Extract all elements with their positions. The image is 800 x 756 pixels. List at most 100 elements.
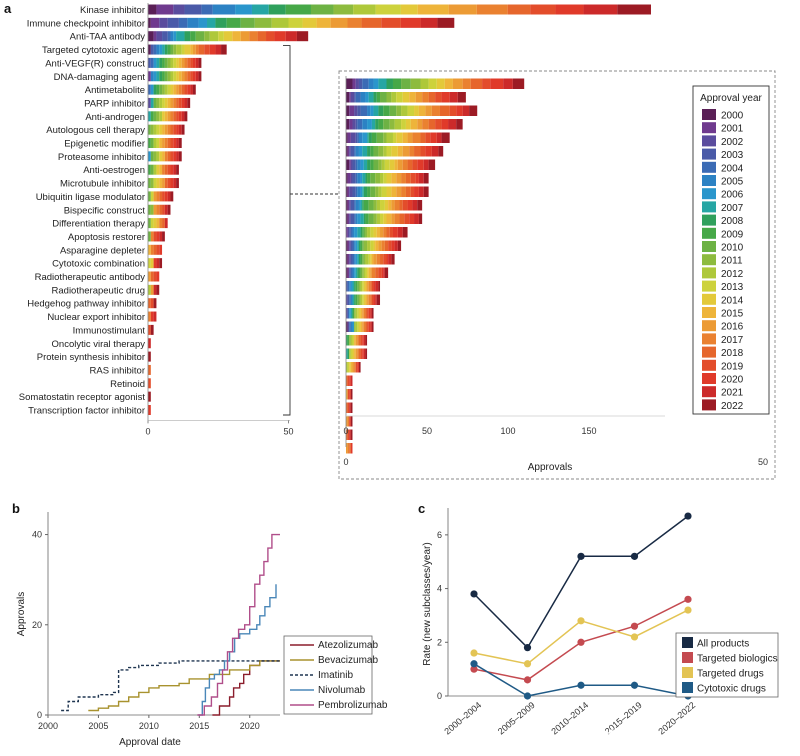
- inset-bar-segment-ubiquitin-ligase-modulator-2018: [386, 227, 390, 238]
- inset-bar-segment-radiotherapeutic-drug-2013: [357, 321, 359, 332]
- bar-segment-parp-inhibitor-2020: [181, 97, 185, 108]
- inset-bar-segment-epigenetic-modifier-2014: [386, 173, 392, 184]
- inset-bar-segment-radiotherapeutic-drug-2005: [350, 321, 353, 332]
- category-label-antimetabolite: Antimetabolite: [85, 85, 145, 96]
- inset-bar-segment-antimetabolite-2000: [346, 119, 350, 130]
- inset-bar-segment-anti-androgen-2003: [350, 146, 355, 157]
- inset-bar-segment-ras-inhibitor-2019: [347, 402, 350, 413]
- inset-bar-segment-microtubule-inhibitor-2021: [414, 213, 419, 224]
- legend-swatch-2009: [702, 227, 716, 239]
- bar-segment-apoptosis-restorer-2020: [156, 231, 160, 242]
- bar-segment-anti-taa-antibody-2022: [296, 31, 309, 42]
- bar-segment-anti-taa-antibody-2015: [232, 31, 241, 42]
- inset-bar-segment-bispecific-construct-2020: [391, 240, 395, 251]
- legend-label-2009: 2009: [721, 229, 744, 240]
- bar-segment-kinase-inhibitor-2007: [251, 4, 269, 15]
- bar-segment-proteasome-inhibitor-2015: [162, 151, 165, 162]
- inset-bar-segment-hedgehog-pathway-inhibitor-2011: [349, 335, 351, 346]
- bar-segment-epigenetic-modifier-2016: [162, 138, 165, 148]
- inset-bar-segment-apoptosis-restorer-2007: [355, 267, 358, 278]
- inset-bar-segment-cytotoxic-combination-2008: [354, 294, 356, 305]
- legend-swatch-2001: [702, 122, 716, 134]
- bar-segment-asparagine-depleter-2017: [150, 244, 154, 255]
- inset-bar-segment-radiotherapeutic-antibody-2009: [352, 308, 355, 319]
- inset-bar-segment-hedgehog-pathway-inhibitor-2009: [347, 335, 350, 346]
- bar-segment-anti-taa-antibody-2012: [209, 31, 219, 42]
- bar-segment-anti-oestrogen-2014: [156, 164, 160, 175]
- bar-segment-nuclear-export-inhibitor-2020: [150, 311, 154, 322]
- bar-segment-proteasome-inhibitor-2018: [167, 151, 171, 162]
- bar-segment-apoptosis-restorer-2017: [150, 231, 154, 242]
- inset-bar-segment-autologous-cell-therapy-2005: [357, 159, 361, 170]
- inset-bar-segment-anti-oestrogen-2005: [355, 200, 359, 211]
- inset-bar-segment-anti-vegf-r-construct-2018: [428, 92, 436, 103]
- bar-segment-bispecific-construct-2017: [156, 204, 160, 215]
- inset-bar-segment-anti-androgen-2014: [391, 146, 398, 157]
- inset-bar-segment-anti-oestrogen-2009: [363, 200, 369, 211]
- bar-segment-differentiation-therapy-2014: [153, 218, 157, 229]
- inset-bar-segment-targeted-cytotoxic-agent-2022: [512, 78, 525, 89]
- bar-segment-targeted-cytotoxic-agent-2004: [153, 44, 157, 55]
- inset-bar-segment-somatostatin-receptor-agonist-2021: [349, 429, 351, 440]
- inset-bar-segment-apoptosis-restorer-2003: [349, 267, 351, 278]
- inset-bar-segment-bispecific-construct-2009: [360, 240, 363, 251]
- inset-bar-segment-proteasome-inhibitor-2016: [396, 186, 402, 197]
- c-point-targeted-biologics-2020-2022: [684, 595, 692, 603]
- inset-bar-segment-cytotoxic-combination-2021: [375, 294, 377, 305]
- bar-segment-anti-vegf-r-construct-2011: [167, 57, 171, 68]
- bar-segment-anti-oestrogen-2019: [167, 164, 171, 175]
- bar-segment-dna-damaging-agent-2006: [153, 71, 157, 82]
- inset-bar-segment-bispecific-construct-2008: [358, 240, 361, 251]
- bar-segment-cytotoxic-combination-2021: [156, 258, 160, 269]
- bar-segment-cytotoxic-combination-2020: [153, 258, 157, 269]
- inset-bar-segment-protein-synthesis-inhibitor-2019: [347, 389, 350, 400]
- bar-segment-anti-taa-antibody-2020: [274, 31, 286, 42]
- inset-bar-segment-parp-inhibitor-2018: [420, 132, 426, 143]
- inset-bar-segment-epigenetic-modifier-2008: [365, 173, 368, 184]
- bar-segment-dna-damaging-agent-2022: [198, 71, 202, 82]
- bar-segment-differentiation-therapy-2015: [156, 218, 160, 229]
- inset-bar-segment-anti-oestrogen-2019: [402, 200, 408, 211]
- inset-bar-segment-radiotherapeutic-drug-2002: [347, 321, 350, 332]
- bar-segment-kinase-inhibitor-2017: [476, 4, 508, 15]
- bar-segment-targeted-cytotoxic-agent-2019: [204, 44, 210, 55]
- inset-bar-segment-cytotoxic-combination-2012: [360, 294, 363, 305]
- legend-swatch-2015: [702, 307, 716, 318]
- bar-segment-anti-oestrogen-2020: [170, 164, 174, 175]
- legend-swatch-2003: [702, 148, 716, 160]
- legend-label-2003: 2003: [721, 150, 744, 161]
- inset-bar-segment-radiotherapeutic-antibody-2002: [346, 308, 348, 319]
- bar-segment-dna-damaging-agent-2009: [162, 71, 165, 82]
- inset-bar-segment-proteasome-inhibitor-2004: [355, 186, 358, 197]
- inset-bar-segment-microtubule-inhibitor-2009: [365, 213, 369, 224]
- inset-bar-segment-bispecific-construct-2002: [349, 240, 351, 251]
- c-point-targeted-biologics-2015-2019: [630, 622, 639, 630]
- inset-bar-segment-bispecific-construct-2006: [355, 240, 358, 251]
- bar-segment-ubiquitin-ligase-modulator-2016: [153, 191, 157, 202]
- b-x-tick-label-2010: 2010: [139, 721, 159, 731]
- inset-bar-segment-asparagine-depleter-2015: [365, 281, 368, 292]
- bar-segment-anti-androgen-2011: [156, 111, 160, 122]
- legend-label-2002: 2002: [721, 137, 744, 148]
- inset-bar-segment-nuclear-export-inhibitor-2007: [346, 348, 348, 359]
- inset-bar-segment-microtubule-inhibitor-2008: [363, 213, 366, 224]
- inset-bar-segment-retinoid-2017: [347, 416, 350, 427]
- inset-bar-segment-epigenetic-modifier-2009: [367, 173, 371, 184]
- inset-bar-segment-apoptosis-restorer-2009: [358, 267, 361, 278]
- inset-bar-segment-antimetabolite-2009: [378, 119, 384, 130]
- inset-bar-segment-radiotherapeutic-antibody-2019: [367, 308, 369, 319]
- inset-bar-segment-immunostimulant-2019: [355, 362, 358, 373]
- bar-segment-immune-checkpoint-inhibitor-2010: [240, 17, 255, 28]
- main-x-tick-label-0: 0: [145, 426, 150, 436]
- inset-bar-segment-anti-oestrogen-2018: [399, 200, 403, 211]
- b-x-axis-title: Approval date: [119, 737, 181, 748]
- inset-bar-segment-bispecific-construct-2015: [375, 240, 379, 251]
- inset-bar-segment-radiotherapeutic-antibody-2011: [354, 308, 356, 319]
- inset-bar-segment-asparagine-depleter-2018: [370, 281, 372, 292]
- bar-segment-targeted-cytotoxic-agent-2020: [209, 44, 216, 55]
- inset-bar-segment-proteasome-inhibitor-2021: [418, 186, 424, 197]
- inset-bar-segment-targeted-cytotoxic-agent-2017: [462, 78, 471, 89]
- bar-segment-epigenetic-modifier-2010: [150, 138, 154, 148]
- b-y-tick-label-20: 20: [32, 620, 42, 630]
- inset-bar-segment-anti-androgen-2008: [367, 146, 371, 157]
